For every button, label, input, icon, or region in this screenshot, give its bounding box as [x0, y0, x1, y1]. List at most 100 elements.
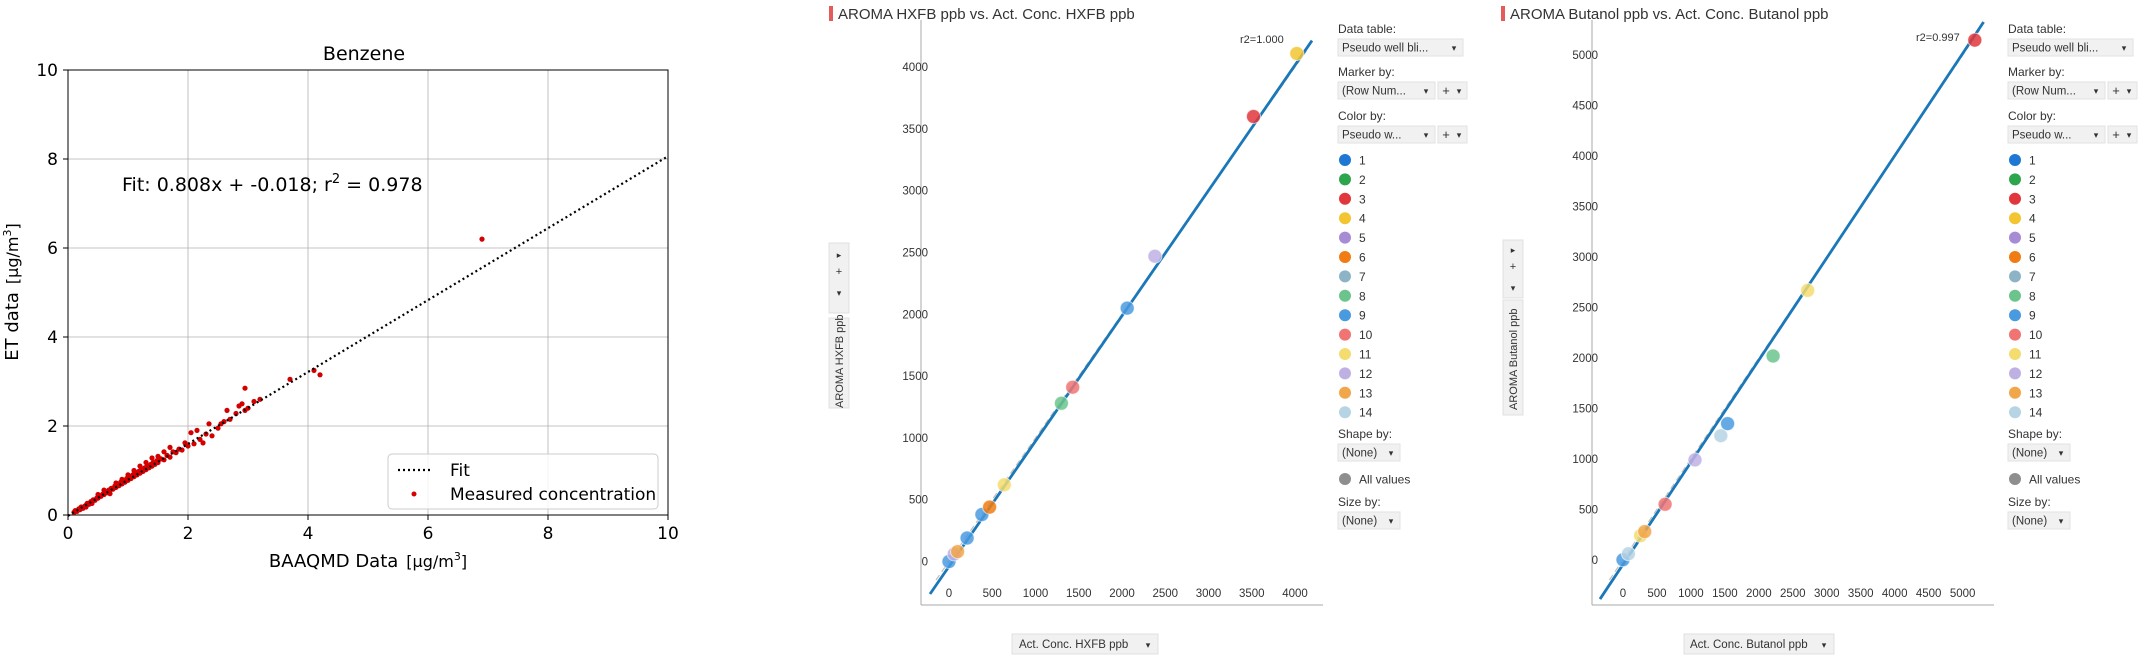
chevron-down-icon[interactable]: ▾ — [2059, 516, 2064, 526]
dropdown-data_table[interactable] — [1337, 38, 1464, 57]
dropdown-shape_by[interactable] — [1337, 443, 1401, 462]
chevron-down-icon[interactable]: ▾ — [2059, 448, 2064, 458]
legend-item-label[interactable]: 9 — [1359, 309, 1366, 323]
legend-swatch[interactable] — [1339, 154, 1351, 166]
y-axis-add-icon[interactable]: + — [1510, 261, 1516, 273]
data-point[interactable] — [959, 530, 975, 546]
y-axis-control[interactable]: ▸ + ▾ AROMA HXFB ppb — [828, 242, 850, 409]
dropdown-shape_by[interactable] — [2007, 443, 2071, 462]
dropdown-size_by[interactable] — [2007, 511, 2071, 530]
y-axis-label-box[interactable] — [828, 317, 850, 409]
legend-swatch[interactable] — [1339, 173, 1351, 186]
legend-item-label[interactable]: 12 — [2029, 367, 2043, 381]
chevron-down-icon[interactable]: ▾ — [1424, 86, 1429, 96]
data-point[interactable] — [1147, 248, 1163, 264]
chevron-down-icon[interactable]: ▾ — [1457, 86, 1462, 96]
legend-item-label[interactable]: 3 — [1359, 192, 1366, 206]
legend-swatch[interactable] — [1339, 212, 1351, 225]
legend-item-label[interactable]: 11 — [1359, 348, 1372, 362]
dropdown-size_by[interactable] — [1337, 511, 1401, 530]
legend-swatch[interactable] — [1339, 386, 1351, 399]
legend-item-label[interactable]: 3 — [2029, 192, 2036, 206]
legend-item-label[interactable]: 13 — [1359, 386, 1373, 400]
chevron-down-icon[interactable]: ▾ — [2127, 86, 2132, 96]
x-axis-label-box[interactable] — [1683, 633, 1835, 655]
data-point[interactable] — [1620, 546, 1636, 562]
legend-swatch[interactable] — [1339, 192, 1351, 205]
legend-item-label[interactable]: 4 — [1359, 212, 1366, 226]
y-axis-dropdown-icon[interactable]: ▾ — [837, 288, 842, 298]
chevron-down-icon[interactable]: ▾ — [2127, 130, 2132, 140]
legend-item-label[interactable]: 7 — [2029, 270, 2036, 284]
legend-swatch[interactable] — [2009, 367, 2021, 380]
legend-swatch[interactable] — [2009, 231, 2021, 244]
legend-swatch[interactable] — [2009, 309, 2021, 322]
legend-item-label[interactable]: 10 — [1359, 328, 1373, 342]
x-axis-label-box[interactable] — [1011, 633, 1159, 655]
data-point[interactable] — [1246, 109, 1261, 124]
data-point[interactable] — [1289, 46, 1305, 61]
y-axis-arrow-icon[interactable]: ▸ — [1511, 245, 1516, 255]
data-point[interactable] — [1065, 379, 1081, 395]
legend-swatch[interactable] — [2009, 173, 2021, 186]
chevron-down-icon[interactable]: ▾ — [2094, 130, 2099, 140]
chevron-down-icon[interactable]: ▾ — [1389, 516, 1394, 526]
chevron-down-icon[interactable]: ▾ — [2094, 86, 2099, 96]
legend-item-label[interactable]: 11 — [2029, 348, 2042, 362]
legend-item-label[interactable]: 14 — [1359, 406, 1373, 420]
y-axis-arrow-icon[interactable]: ▸ — [837, 250, 842, 260]
legend-swatch[interactable] — [1339, 289, 1351, 302]
legend-swatch[interactable] — [2009, 289, 2021, 302]
data-point[interactable] — [996, 477, 1012, 493]
plus-icon[interactable]: + — [1442, 83, 1450, 98]
x-axis-dropdown-icon[interactable]: ▾ — [1146, 640, 1151, 650]
legend-item-label[interactable]: 10 — [2029, 328, 2043, 342]
chevron-down-icon[interactable]: ▾ — [1389, 448, 1394, 458]
legend-swatch[interactable] — [1339, 251, 1351, 263]
legend-swatch[interactable] — [1339, 328, 1351, 341]
plus-icon[interactable]: + — [2112, 83, 2120, 98]
add-button[interactable] — [2107, 125, 2138, 144]
legend-swatch[interactable] — [2009, 251, 2021, 263]
chevron-down-icon[interactable]: ▾ — [1457, 130, 1462, 140]
legend-item-label[interactable]: 6 — [1359, 251, 1366, 265]
legend-item-label[interactable]: 6 — [2029, 251, 2036, 265]
legend-swatch[interactable] — [1339, 348, 1351, 360]
legend-swatch[interactable] — [2009, 328, 2021, 341]
data-point[interactable] — [1765, 348, 1781, 364]
data-point[interactable] — [950, 544, 966, 560]
y-axis-label-box[interactable] — [1502, 299, 1524, 416]
data-point[interactable] — [1720, 416, 1736, 432]
add-button[interactable] — [2107, 81, 2138, 100]
plus-icon[interactable]: + — [2112, 127, 2120, 142]
legend-swatch[interactable] — [1339, 270, 1351, 283]
y-axis-dropdown-icon[interactable]: ▾ — [1511, 283, 1516, 293]
data-point[interactable] — [1053, 395, 1069, 411]
dropdown-marker_by[interactable] — [1337, 81, 1436, 100]
chevron-down-icon[interactable]: ▾ — [1424, 130, 1429, 140]
legend-item-label[interactable]: 4 — [2029, 212, 2036, 226]
x-axis-control[interactable]: Act. Conc. Butanol ppb ▾ — [1683, 633, 1835, 655]
legend-item-label[interactable]: 8 — [1359, 289, 1366, 303]
y-axis-control[interactable]: ▸ + ▾ AROMA Butanol ppb — [1502, 239, 1524, 416]
legend-item-label[interactable]: 5 — [1359, 231, 1366, 245]
dropdown-color_by[interactable] — [1337, 125, 1436, 144]
legend-swatch[interactable] — [2009, 192, 2021, 205]
legend-item-label[interactable]: 9 — [2029, 309, 2036, 323]
legend-swatch[interactable] — [2009, 154, 2021, 166]
legend-swatch[interactable] — [2009, 406, 2021, 419]
legend-item-label[interactable]: 8 — [2029, 289, 2036, 303]
x-axis-dropdown-icon[interactable]: ▾ — [1822, 640, 1827, 650]
data-point[interactable] — [1119, 300, 1135, 316]
add-button[interactable] — [1437, 125, 1468, 144]
data-point[interactable] — [1800, 282, 1816, 298]
legend-swatch[interactable] — [2009, 212, 2021, 225]
data-point[interactable] — [1637, 524, 1653, 540]
legend-swatch[interactable] — [1339, 309, 1351, 322]
legend-swatch[interactable] — [2009, 348, 2021, 360]
legend-item-label[interactable]: 13 — [2029, 386, 2043, 400]
dropdown-marker_by[interactable] — [2007, 81, 2106, 100]
legend-item-label[interactable]: 5 — [2029, 231, 2036, 245]
plus-icon[interactable]: + — [1442, 127, 1450, 142]
legend-swatch[interactable] — [2009, 270, 2021, 283]
